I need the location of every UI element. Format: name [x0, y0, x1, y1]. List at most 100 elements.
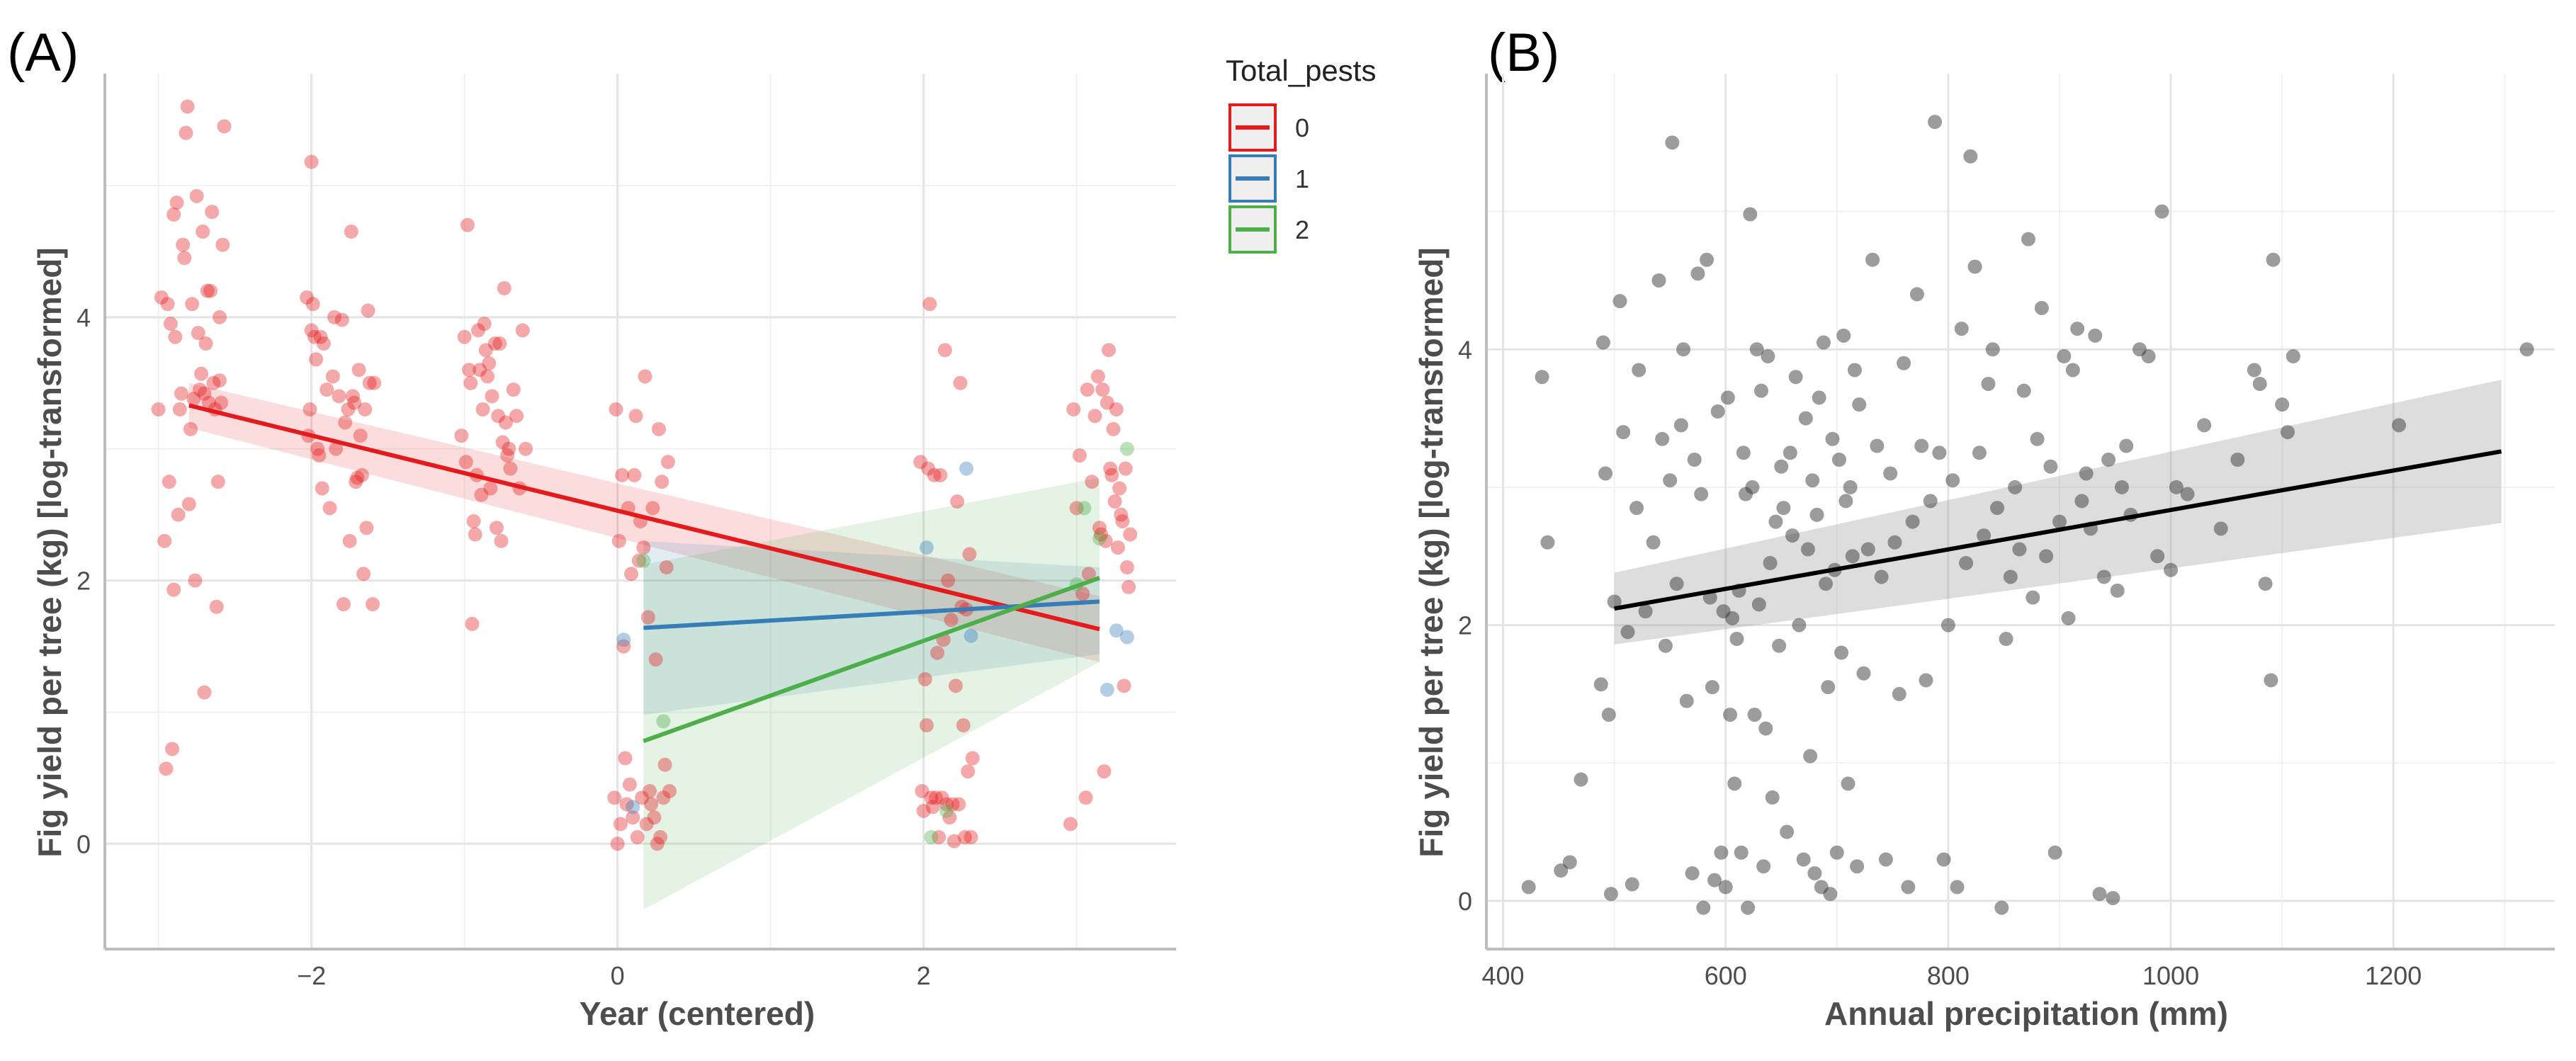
- data-point-a-0: [630, 830, 645, 845]
- data-point-a-2: [656, 714, 671, 729]
- data-point-a-2: [924, 830, 939, 845]
- data-point-a-0: [358, 402, 373, 416]
- data-point-a-0: [351, 363, 366, 378]
- data-point-a-0: [171, 507, 186, 522]
- data-point-b-all: [1562, 855, 1577, 870]
- data-point-b-all: [1663, 473, 1678, 488]
- data-point-a-0: [188, 573, 203, 588]
- data-point-a-0: [349, 475, 363, 489]
- data-point-b-all: [1883, 466, 1898, 481]
- data-point-b-all: [1620, 625, 1635, 640]
- data-point-a-0: [655, 475, 670, 489]
- data-point-a-0: [647, 810, 662, 825]
- data-point-b-all: [1696, 900, 1711, 915]
- data-point-a-0: [185, 297, 200, 312]
- data-point-a-0: [924, 790, 939, 805]
- data-point-b-all: [1999, 632, 2013, 647]
- data-point-a-0: [928, 790, 943, 805]
- data-point-b-all: [2154, 204, 2169, 219]
- y-tick-label-a: 0: [77, 829, 91, 858]
- data-point-b-all: [1783, 446, 1797, 460]
- data-point-b-all: [1714, 845, 1729, 860]
- data-point-b-all: [1751, 597, 1766, 612]
- data-point-b-all: [1850, 859, 1865, 874]
- legend: Total_pests 0 1 2: [1226, 54, 1376, 254]
- data-point-a-0: [1107, 494, 1122, 509]
- data-point-b-all: [1825, 431, 1840, 446]
- data-point-a-0: [356, 567, 371, 581]
- data-point-a-2: [1119, 441, 1134, 456]
- data-point-b-all: [1901, 880, 1916, 895]
- data-point-b-all: [1994, 900, 2009, 915]
- data-point-a-0: [925, 800, 940, 815]
- data-point-b-all: [1707, 873, 1722, 887]
- data-point-a-0: [627, 467, 642, 482]
- data-point-a-0: [172, 402, 187, 416]
- data-point-a-0: [1097, 764, 1112, 779]
- data-point-b-all: [1729, 632, 1744, 647]
- data-point-b-all: [2070, 322, 2085, 336]
- x-axis-title-a: Year (centered): [580, 995, 815, 1032]
- data-point-a-0: [361, 303, 375, 318]
- data-point-a-0: [941, 573, 956, 588]
- data-point-a-0: [1078, 790, 1093, 805]
- data-point-a-0: [466, 514, 481, 528]
- data-point-b-all: [1834, 645, 1849, 660]
- data-point-a-0: [613, 817, 628, 832]
- data-point-a-0: [628, 409, 643, 424]
- y-tick-label-b: 2: [1458, 611, 1472, 640]
- data-point-b-all: [1705, 680, 1719, 695]
- data-point-b-all: [1521, 880, 1536, 895]
- x-tick-label-b: 400: [1482, 961, 1525, 990]
- data-point-b-all: [2286, 349, 2300, 364]
- data-point-a-0: [482, 356, 497, 370]
- data-point-b-all: [2079, 466, 2094, 481]
- data-point-a-0: [197, 685, 212, 700]
- data-point-b-all: [2047, 845, 2062, 860]
- data-point-a-0: [478, 343, 493, 358]
- data-point-a-0: [353, 429, 368, 443]
- data-point-a-0: [509, 409, 524, 424]
- data-point-b-all: [2012, 542, 2027, 557]
- data-point-a-0: [492, 336, 507, 351]
- data-point-a-0: [1105, 467, 1119, 482]
- data-point-b-all: [1763, 555, 1778, 570]
- data-point-a-0: [336, 597, 351, 612]
- data-point-b-all: [1977, 528, 1992, 543]
- data-point-a-0: [1092, 521, 1107, 535]
- data-point-a-0: [618, 751, 633, 766]
- data-point-b-all: [1646, 535, 1661, 550]
- data-point-a-0: [645, 501, 660, 516]
- data-point-a-0: [315, 481, 329, 496]
- data-point-b-all: [2266, 252, 2281, 267]
- data-point-a-0: [163, 317, 178, 331]
- confidence-band-a-2: [643, 477, 1100, 910]
- data-point-a-0: [177, 251, 192, 266]
- data-point-b-all: [1950, 880, 1965, 895]
- data-point-b-all: [1776, 501, 1791, 516]
- data-point-b-all: [2065, 363, 2080, 378]
- data-point-b-all: [2074, 494, 2089, 509]
- data-point-b-all: [1690, 266, 1705, 281]
- data-point-b-all: [1768, 514, 1783, 529]
- data-point-a-0: [916, 803, 931, 818]
- data-point-a-0: [942, 810, 957, 825]
- data-point-a-0: [939, 797, 954, 812]
- data-point-a-0: [1069, 501, 1084, 516]
- data-point-a-0: [1101, 343, 1116, 358]
- data-point-b-all: [1676, 342, 1691, 357]
- data-point-a-0: [159, 761, 174, 776]
- data-point-a-1: [1100, 682, 1114, 697]
- data-point-b-all: [1694, 487, 1709, 501]
- data-point-b-all: [1870, 438, 1885, 453]
- data-point-a-0: [622, 777, 637, 792]
- data-point-b-all: [1554, 863, 1569, 878]
- data-point-b-all: [1843, 480, 1858, 494]
- data-point-b-all: [2030, 431, 2045, 446]
- data-point-b-all: [1878, 852, 1893, 867]
- confidence-band-a-0: [188, 382, 1100, 662]
- data-point-a-0: [1114, 507, 1129, 522]
- data-point-b-all: [1734, 845, 1749, 860]
- data-point-b-all: [2016, 383, 2031, 398]
- legend-label-1: 1: [1295, 164, 1309, 193]
